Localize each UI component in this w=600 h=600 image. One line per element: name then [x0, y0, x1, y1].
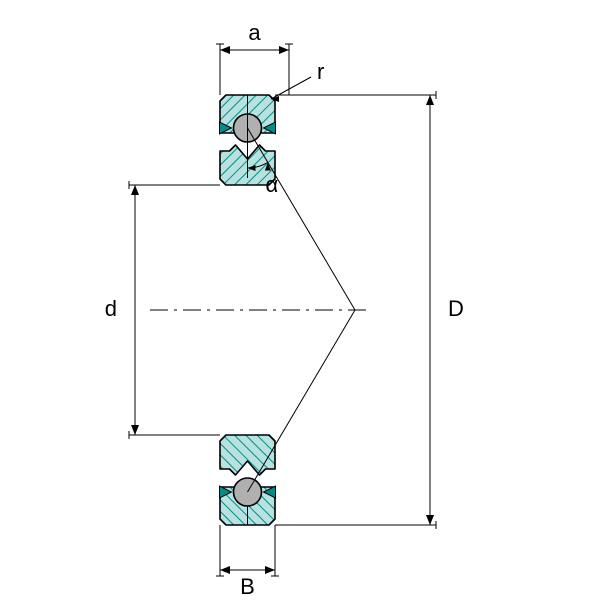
leader-r: [271, 77, 311, 99]
label-B: B: [240, 574, 255, 599]
label-a: a: [248, 20, 261, 45]
contact-line-upper: [248, 128, 356, 310]
label-D: D: [448, 296, 464, 321]
label-d: d: [105, 296, 117, 321]
label-alpha: α: [266, 172, 279, 197]
contact-line-lower: [248, 310, 356, 492]
cross-section-bottom: [220, 435, 276, 525]
label-r: r: [317, 59, 324, 84]
inner-ring: [220, 435, 275, 475]
